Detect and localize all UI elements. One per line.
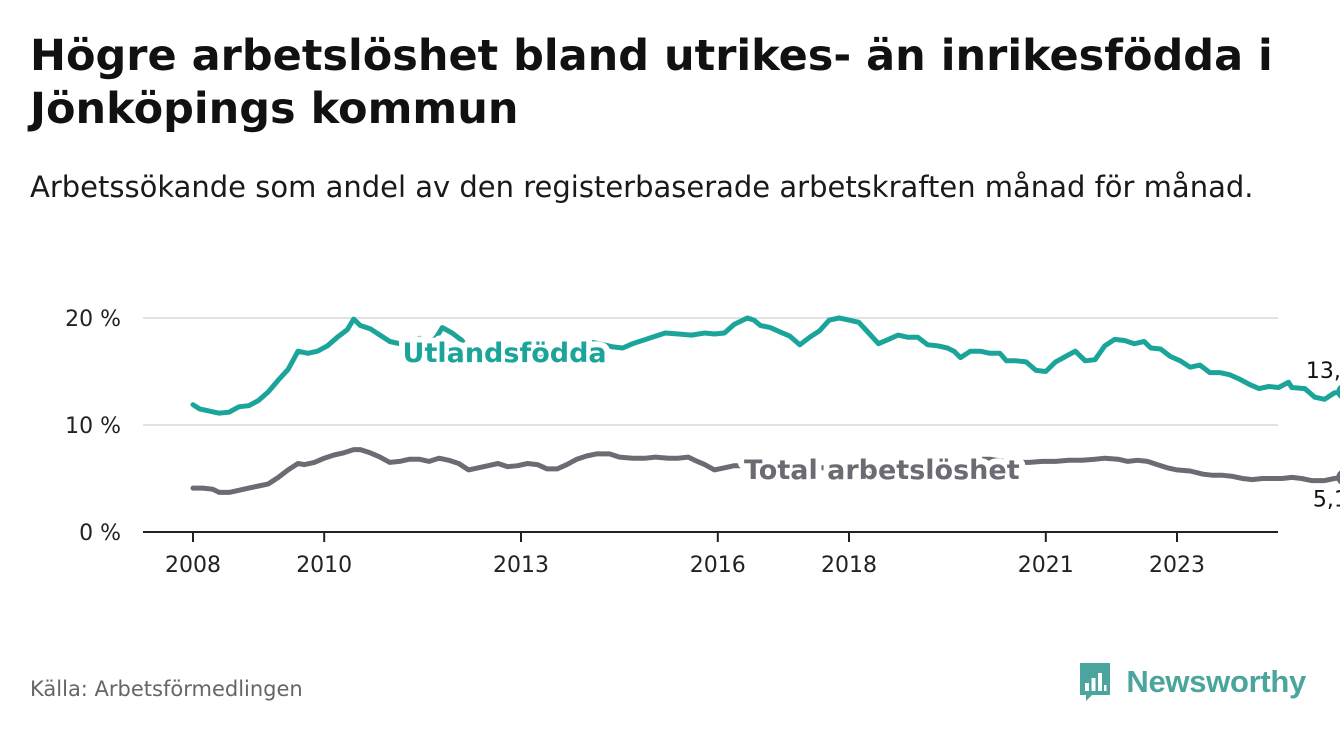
y-tick-label: 20 % <box>65 307 121 332</box>
end-point-total <box>1336 470 1340 485</box>
series-label-utlandsfodda: Utlandsfödda <box>403 338 607 369</box>
x-tick-label: 2010 <box>296 553 352 578</box>
series-line-utlandsfodda <box>190 315 1340 416</box>
end-value-label: 5,1 % <box>1313 487 1340 512</box>
newsworthy-logo-icon <box>1080 663 1111 701</box>
series-label-total: Total arbetslöshet <box>744 455 1020 486</box>
series-line-total <box>190 447 1340 495</box>
x-tick-label: 2023 <box>1149 553 1205 578</box>
x-tick-label: 2013 <box>493 553 549 578</box>
x-tick-label: 2018 <box>821 553 877 578</box>
x-tick-label: 2008 <box>165 553 221 578</box>
chart-subtitle: Arbetssökande som andel av den registerb… <box>30 170 1254 204</box>
series-label-halo: Utlandsfödda <box>403 338 607 369</box>
line-chart: 0 %10 %20 %2008 2010 2013 2016 2018 2021 2023 … <box>65 307 1340 578</box>
series-layer <box>190 315 1340 495</box>
axis-layer: 0 % 10 % 20 % 2008 2010 2013 2016 2018 2021 2023 <box>65 307 1278 578</box>
end-point-utlandsfodda <box>1336 385 1340 399</box>
x-tick-label: 2021 <box>1018 553 1074 578</box>
end-value-label: 13,1 % <box>1306 359 1340 384</box>
source-note: Källa: Arbetsförmedlingen <box>30 677 303 701</box>
y-tick-label: 0 % <box>79 521 121 546</box>
brand-logo: Newsworthy <box>1078 660 1306 704</box>
series-label-halo: Total arbetslöshet <box>744 455 1020 486</box>
grid-layer <box>143 317 1278 426</box>
y-tick-label: 10 % <box>65 414 121 439</box>
brand-name: Newsworthy <box>1126 664 1306 699</box>
x-tick-label: 2016 <box>690 553 746 578</box>
chart-title: Högre arbetslöshet bland utrikes- än inr… <box>30 31 1273 134</box>
